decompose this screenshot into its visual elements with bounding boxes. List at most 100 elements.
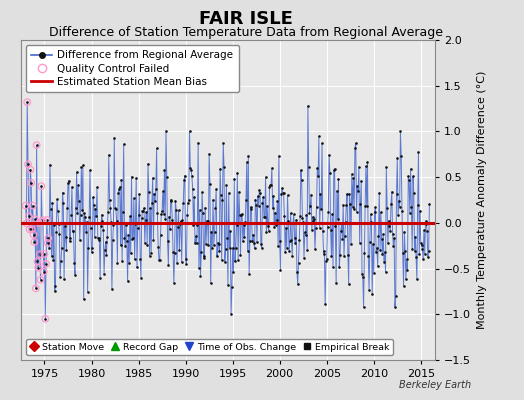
- Point: [396, 203, 404, 210]
- Point: [203, 218, 211, 224]
- Point: [163, 238, 172, 244]
- Point: [25, 213, 33, 220]
- Point: [315, 133, 323, 140]
- Point: [172, 207, 180, 213]
- Point: [161, 216, 169, 222]
- Point: [378, 251, 387, 258]
- Point: [248, 238, 256, 244]
- Point: [127, 173, 136, 180]
- Point: [375, 190, 384, 196]
- Point: [77, 211, 85, 218]
- Point: [151, 198, 159, 204]
- Point: [347, 171, 356, 178]
- Point: [96, 275, 104, 281]
- Point: [23, 99, 31, 105]
- Point: [156, 232, 165, 238]
- Point: [329, 263, 337, 270]
- Point: [418, 242, 426, 248]
- Point: [283, 192, 292, 198]
- Point: [171, 198, 180, 204]
- Point: [62, 247, 71, 253]
- Point: [423, 228, 431, 235]
- Point: [43, 240, 52, 246]
- Point: [165, 213, 173, 220]
- Point: [188, 173, 196, 180]
- Point: [349, 175, 357, 181]
- Point: [185, 128, 194, 135]
- Point: [91, 205, 100, 212]
- Point: [50, 222, 58, 228]
- Point: [341, 219, 350, 225]
- Point: [363, 159, 372, 165]
- Point: [366, 238, 374, 245]
- Point: [37, 183, 46, 189]
- Point: [234, 257, 242, 264]
- Point: [256, 190, 264, 196]
- Point: [169, 248, 177, 255]
- Point: [227, 311, 235, 318]
- Point: [162, 128, 170, 135]
- Point: [292, 217, 300, 223]
- Point: [78, 207, 86, 214]
- Point: [193, 222, 202, 228]
- Point: [35, 220, 43, 226]
- Point: [271, 209, 279, 216]
- Point: [159, 211, 168, 218]
- Point: [134, 212, 143, 218]
- Point: [254, 202, 263, 209]
- Point: [64, 178, 73, 184]
- Point: [398, 208, 406, 214]
- Point: [243, 248, 252, 254]
- Point: [196, 272, 205, 279]
- Point: [102, 238, 110, 245]
- Point: [54, 221, 63, 227]
- Point: [421, 250, 429, 257]
- Point: [177, 218, 185, 224]
- Point: [129, 195, 138, 202]
- Point: [246, 204, 255, 210]
- Point: [274, 243, 282, 249]
- Point: [187, 166, 195, 173]
- Point: [211, 229, 219, 236]
- Point: [119, 141, 128, 147]
- Point: [31, 285, 40, 292]
- Point: [151, 186, 160, 192]
- Point: [192, 233, 200, 239]
- Point: [206, 280, 215, 287]
- Point: [26, 166, 35, 173]
- Point: [405, 177, 413, 184]
- Point: [330, 166, 339, 172]
- Point: [408, 246, 417, 252]
- Point: [31, 216, 39, 222]
- Point: [339, 202, 347, 208]
- Point: [153, 210, 161, 216]
- Point: [259, 194, 267, 200]
- Point: [124, 232, 133, 238]
- Point: [410, 189, 418, 196]
- Point: [63, 205, 71, 212]
- Point: [284, 218, 292, 224]
- Point: [237, 212, 245, 218]
- Point: [170, 250, 179, 256]
- Point: [134, 224, 142, 231]
- Point: [422, 221, 431, 227]
- Point: [225, 244, 234, 251]
- Point: [301, 229, 309, 235]
- Point: [214, 240, 222, 246]
- Point: [167, 196, 175, 203]
- Point: [385, 223, 394, 229]
- Point: [189, 222, 198, 228]
- Point: [276, 266, 285, 273]
- Point: [350, 206, 358, 212]
- Point: [401, 248, 409, 254]
- Point: [358, 274, 367, 280]
- Point: [42, 261, 50, 267]
- Point: [303, 246, 311, 253]
- Point: [79, 162, 87, 168]
- Point: [72, 169, 81, 175]
- Point: [221, 258, 229, 265]
- Point: [24, 161, 32, 168]
- Point: [66, 235, 74, 242]
- Point: [58, 189, 67, 196]
- Point: [84, 244, 93, 251]
